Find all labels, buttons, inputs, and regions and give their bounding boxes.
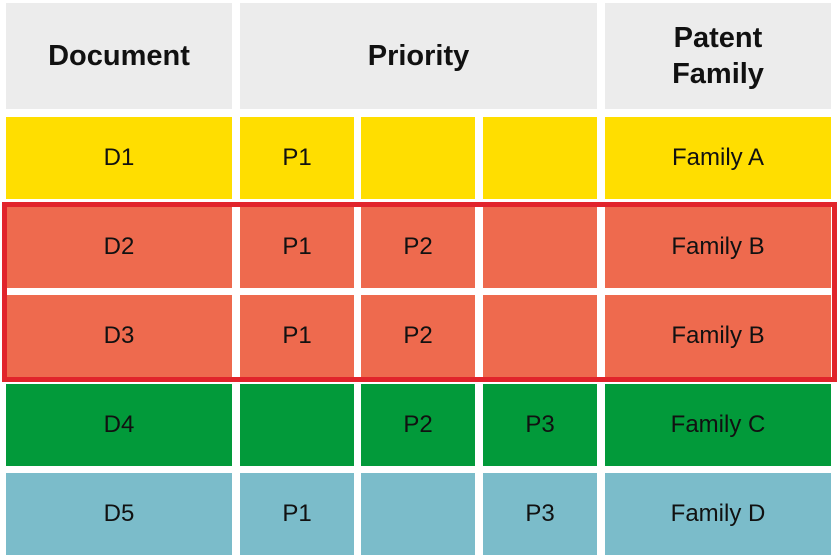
header-priority: Priority xyxy=(240,3,597,109)
priority-p2-cell xyxy=(361,117,475,199)
priority-p3-cell xyxy=(483,206,597,288)
priority-p2-cell: P2 xyxy=(361,295,475,377)
patent-family-cell: Family A xyxy=(605,117,831,199)
document-cell: D5 xyxy=(6,473,232,555)
priority-p1-cell xyxy=(240,384,354,466)
priority-p1-cell: P1 xyxy=(240,117,354,199)
patent-family-cell: Family D xyxy=(605,473,831,555)
priority-p2-cell: P2 xyxy=(361,206,475,288)
patent-family-cell: Family C xyxy=(605,384,831,466)
priority-p1-cell: P1 xyxy=(240,473,354,555)
priority-p2-cell: P2 xyxy=(361,384,475,466)
document-cell: D4 xyxy=(6,384,232,466)
priority-p1-cell: P1 xyxy=(240,206,354,288)
priority-p3-cell xyxy=(483,117,597,199)
priority-p2-cell xyxy=(361,473,475,555)
priority-p3-cell: P3 xyxy=(483,473,597,555)
header-patent-family: Patent Family xyxy=(605,3,831,109)
patent-family-cell: Family B xyxy=(605,206,831,288)
document-cell: D3 xyxy=(6,295,232,377)
document-cell: D1 xyxy=(6,117,232,199)
priority-p3-cell xyxy=(483,295,597,377)
priority-p3-cell: P3 xyxy=(483,384,597,466)
header-document: Document xyxy=(6,3,232,109)
patent-family-cell: Family B xyxy=(605,295,831,377)
priority-p1-cell: P1 xyxy=(240,295,354,377)
document-cell: D2 xyxy=(6,206,232,288)
